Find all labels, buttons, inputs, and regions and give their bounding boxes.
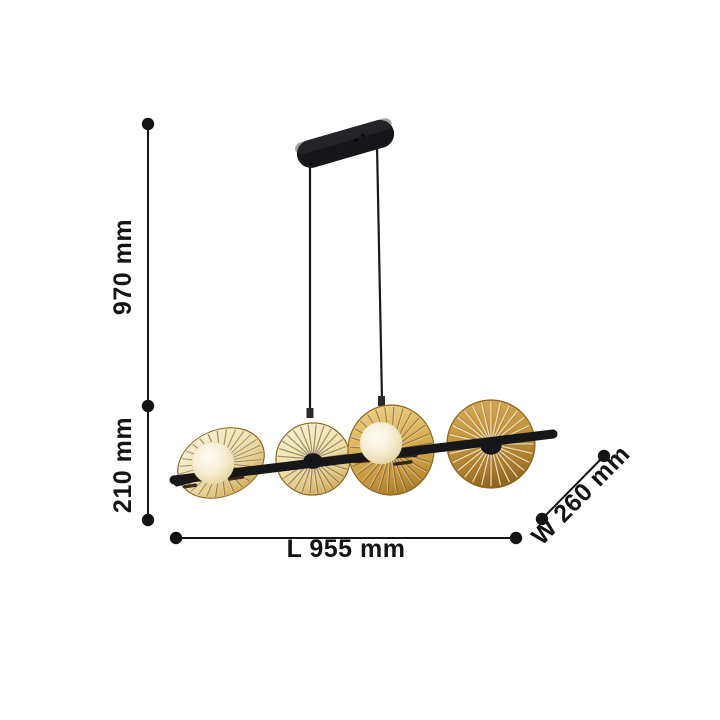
svg-text:970 mm: 970 mm — [109, 219, 137, 315]
svg-text:210 mm: 210 mm — [109, 417, 137, 513]
svg-text:L 955 mm: L 955 mm — [287, 535, 406, 563]
svg-text:W 260 mm: W 260 mm — [526, 440, 635, 551]
